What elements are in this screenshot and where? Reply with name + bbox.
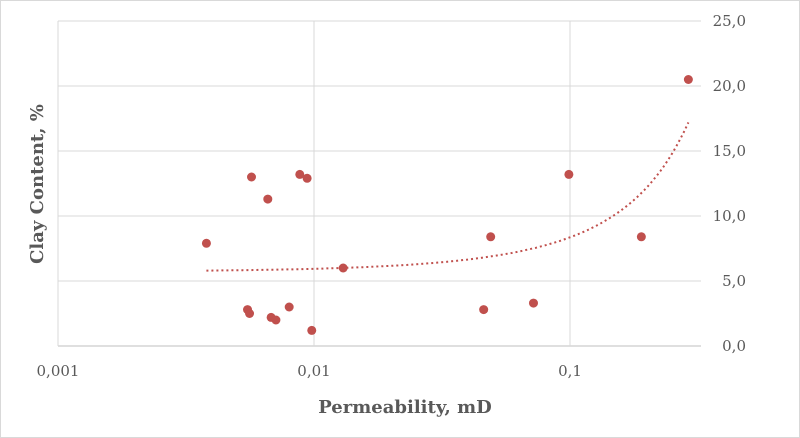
y-tick-label: 10,0 — [713, 207, 746, 225]
data-point — [245, 309, 255, 318]
data-point — [271, 315, 281, 325]
x-axis-title: Permeability, mD — [318, 397, 492, 418]
data-point — [302, 173, 312, 183]
data-point — [295, 169, 305, 179]
y-tick-label: 5,0 — [722, 272, 746, 290]
data-point — [479, 305, 489, 315]
data-point — [263, 194, 273, 204]
x-tick-label: 0,01 — [297, 362, 330, 380]
data-point — [338, 263, 348, 273]
data-point — [636, 232, 646, 242]
y-tick-label: 20,0 — [713, 77, 746, 95]
data-point — [683, 75, 693, 84]
data-point — [201, 238, 211, 248]
data-point — [247, 172, 257, 182]
trendline — [206, 121, 690, 272]
y-tick-label: 25,0 — [713, 12, 746, 30]
data-point — [486, 232, 496, 242]
y-tick-label: 15,0 — [713, 142, 746, 160]
x-tick-label: 0,1 — [558, 362, 582, 380]
y-axis-title: Clay Content, % — [27, 104, 48, 264]
data-point — [564, 169, 574, 179]
data-point — [528, 298, 538, 308]
y-tick-label: 0,0 — [722, 337, 746, 355]
data-point — [307, 325, 317, 335]
x-tick-label: 0,001 — [37, 362, 80, 380]
data-point — [284, 302, 294, 312]
